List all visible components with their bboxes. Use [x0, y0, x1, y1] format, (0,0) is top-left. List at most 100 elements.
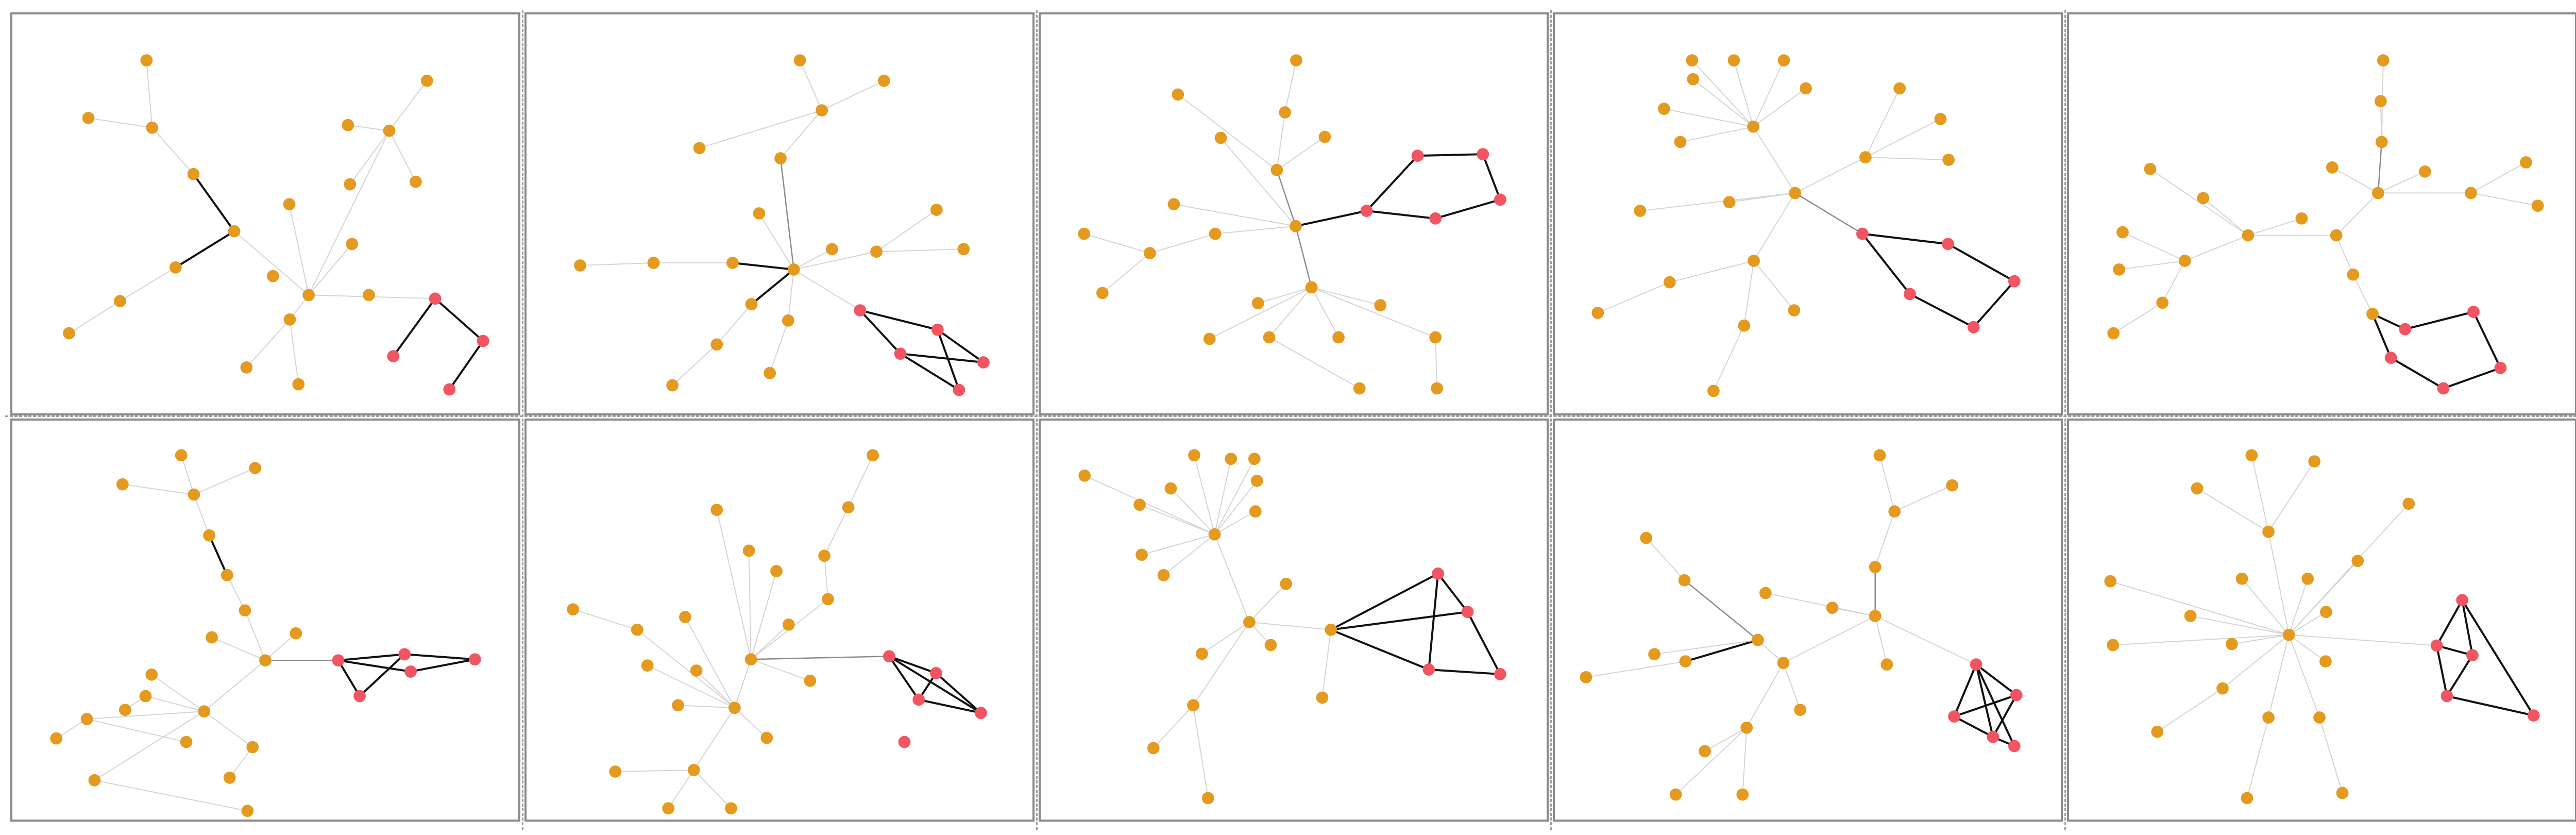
graph-node: [1723, 196, 1736, 209]
graph-edge: [1149, 233, 1216, 254]
graph-node: [1263, 331, 1276, 344]
graph-edge: [1713, 325, 1745, 392]
graph-node: [1187, 699, 1199, 712]
graph-node: [1279, 106, 1292, 119]
graph-edge: [693, 707, 735, 771]
graph-node: [1305, 281, 1318, 294]
graph-edge: [1675, 727, 1748, 795]
highlighted-edge: [1908, 293, 1975, 328]
node-layer: [63, 54, 489, 396]
graph-edge: [151, 127, 194, 175]
graph-edge: [1209, 287, 1312, 340]
highlighted-edge: [1365, 210, 1437, 220]
highlighted-edge: [936, 328, 985, 364]
graph-node: [63, 327, 75, 340]
graph-node: [826, 243, 838, 256]
graph-edge: [668, 770, 694, 809]
graph-edge: [1783, 615, 1876, 664]
edge-layer: [580, 60, 985, 391]
graph-edge: [1214, 533, 1250, 623]
graph-edge: [1214, 458, 1232, 535]
graph-edge: [1194, 455, 1215, 535]
graph-node: [726, 257, 739, 269]
highlighted-edge: [750, 268, 795, 306]
graph-edge: [734, 659, 752, 709]
graph-node: [1759, 587, 1772, 599]
node-layer: [574, 54, 990, 396]
highlighted-node: [387, 350, 400, 363]
graph-edge: [1201, 621, 1250, 655]
graph-edge: [1214, 480, 1258, 535]
graph-edge: [1193, 621, 1250, 706]
connector-edge: [779, 157, 794, 271]
graph-node: [2371, 187, 2384, 199]
graph-edge: [2157, 688, 2223, 732]
graph-node: [1374, 299, 1387, 312]
graph-node: [1431, 382, 1444, 395]
graph-node: [249, 462, 262, 474]
graph-node: [1270, 164, 1283, 176]
highlighted-edge: [888, 655, 982, 714]
graph-node: [2320, 606, 2332, 619]
graph-edge: [204, 660, 266, 712]
graph-edge: [204, 711, 253, 748]
graph-edge: [68, 300, 121, 334]
highlighted-node: [2437, 382, 2450, 395]
graph-edge: [246, 319, 291, 368]
graph-node: [1164, 482, 1177, 495]
graph-node: [2465, 187, 2477, 199]
graph-edge: [2268, 634, 2290, 719]
graph-node: [804, 674, 817, 687]
graph-edge: [1284, 60, 1297, 113]
highlighted-edge: [1466, 611, 1501, 675]
graph-edge: [672, 344, 718, 386]
graph-edge: [1639, 192, 1796, 212]
graph-node: [764, 366, 776, 379]
graph-edge: [229, 746, 253, 778]
graph-node: [1789, 187, 1802, 199]
graph-edge: [1214, 458, 1255, 535]
graph-node: [1658, 103, 1670, 115]
node-layer: [2107, 54, 2544, 395]
graph-node: [1214, 131, 1227, 144]
graph-edge: [226, 574, 246, 611]
graph-node: [1264, 639, 1277, 652]
graph-node: [1747, 120, 1759, 133]
highlighted-edge: [392, 297, 436, 358]
graph-node: [82, 112, 95, 124]
graph-panel-9: [1553, 419, 2063, 822]
graph-node: [1249, 505, 1262, 518]
highlighted-edge: [2435, 644, 2448, 697]
graph-edge: [876, 209, 937, 253]
graph-edge: [2470, 162, 2527, 194]
connector-edge: [1794, 192, 1863, 235]
highlighted-node: [332, 654, 345, 667]
graph-edge: [580, 262, 654, 266]
graph-canvas: [574, 54, 990, 396]
highlighted-edge: [192, 173, 235, 232]
graph-edge: [289, 319, 299, 385]
highlighted-edge: [2461, 599, 2535, 717]
edge-layer: [2110, 455, 2535, 799]
edge-layer: [1083, 60, 1501, 389]
highlighted-node: [1422, 663, 1435, 676]
highlighted-edge: [1434, 198, 1501, 220]
highlighted-edge: [1953, 663, 1977, 718]
graph-node: [744, 653, 757, 666]
graph-node: [266, 270, 279, 282]
graph-node: [1251, 297, 1264, 310]
graph-node: [818, 549, 831, 562]
graph-edge: [572, 609, 638, 630]
graph-node: [240, 361, 253, 374]
highlighted-node: [2527, 709, 2540, 722]
graph-edge: [1193, 705, 1209, 799]
graph-node: [2295, 212, 2308, 225]
highlighted-edge: [1294, 210, 1368, 227]
graph-canvas: [567, 449, 987, 815]
graph-edge: [193, 467, 256, 495]
graph-edge: [388, 80, 428, 131]
highlighted-node: [883, 650, 895, 663]
graph-node: [2282, 628, 2295, 641]
graph-node: [930, 204, 943, 216]
